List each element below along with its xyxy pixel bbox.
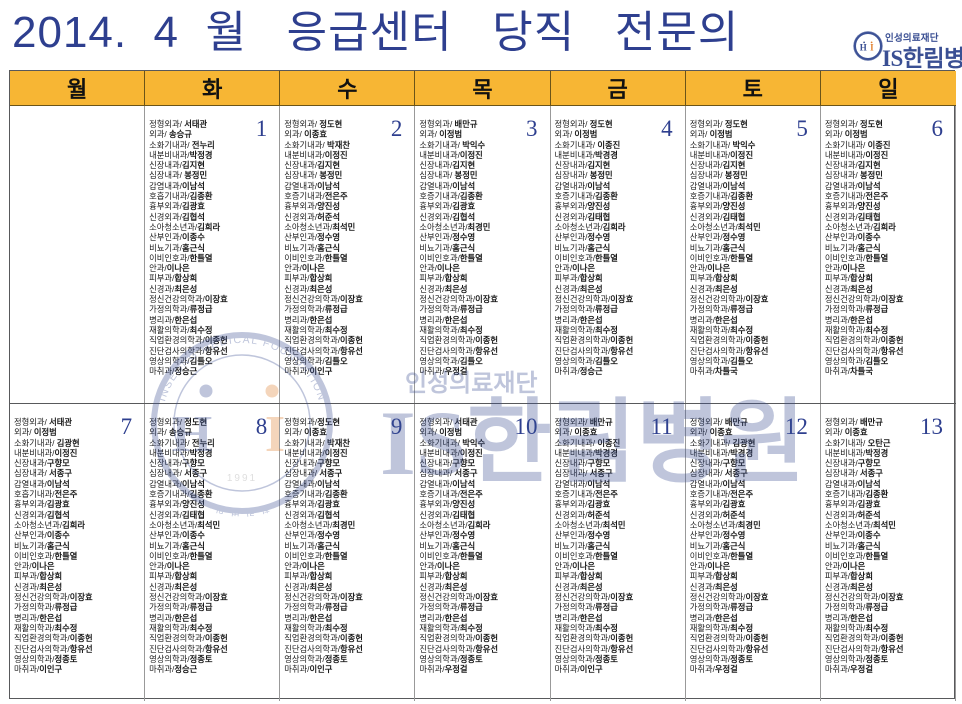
svg-text:H: H — [860, 43, 867, 53]
svg-text:I: I — [870, 43, 874, 53]
